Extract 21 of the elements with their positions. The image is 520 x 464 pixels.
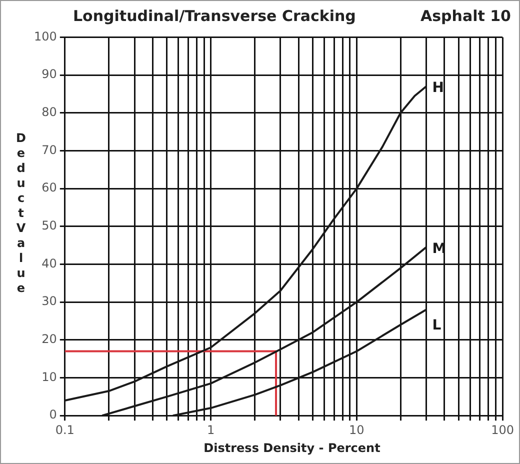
y-tick-label: 100 bbox=[34, 29, 57, 44]
y-tick-label: 90 bbox=[42, 67, 57, 82]
series-label: L bbox=[432, 317, 442, 334]
y-tick-label: 10 bbox=[42, 370, 57, 384]
y-tick-label: 20 bbox=[42, 332, 57, 346]
x-tick-label: 100 bbox=[491, 422, 514, 437]
y-tick-label: 0 bbox=[49, 408, 57, 422]
y-tick-label: 70 bbox=[42, 142, 57, 157]
x-tick-label: 0.1 bbox=[55, 422, 74, 437]
x-tick-label: 1 bbox=[206, 422, 215, 437]
x-tick-label: 10 bbox=[349, 422, 364, 437]
chart-subtitle: Asphalt 10 bbox=[420, 7, 511, 27]
y-tick-label: 60 bbox=[42, 180, 57, 195]
y-tick-label: 40 bbox=[42, 256, 57, 270]
series-label: H bbox=[432, 80, 444, 96]
text: Deduct Value bbox=[16, 131, 26, 295]
y-tick-label: 80 bbox=[42, 105, 57, 120]
chart-title: Longitudinal/Transverse Cracking bbox=[73, 7, 356, 27]
y-tick-label: 30 bbox=[42, 294, 57, 308]
x-axis-title: Distress Density - Percent bbox=[202, 441, 382, 455]
y-tick-label: 50 bbox=[42, 218, 57, 233]
